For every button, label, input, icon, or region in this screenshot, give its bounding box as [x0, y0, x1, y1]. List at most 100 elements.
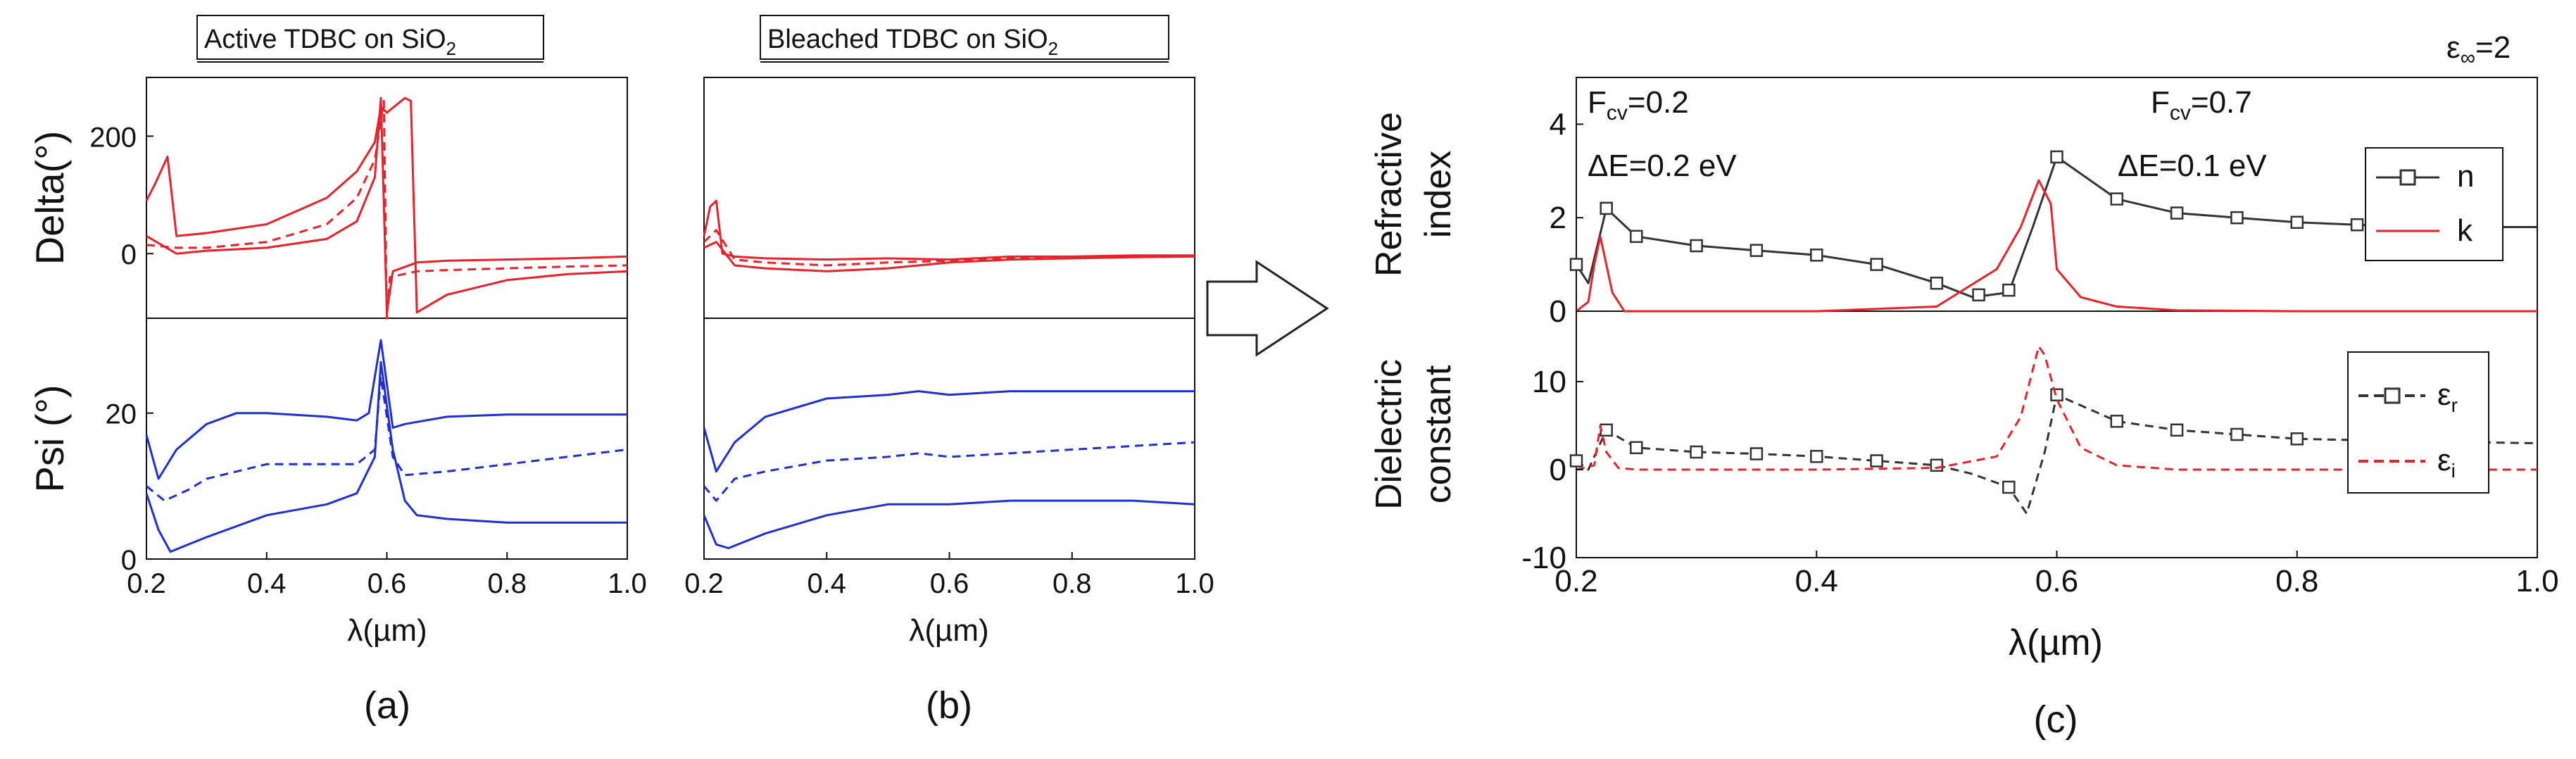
panel-c-eps-eps_r-marker	[2002, 480, 2016, 494]
panel-c-n-n-marker	[1870, 258, 1883, 271]
panel-c-n-ytick-label: 2	[1550, 201, 1566, 235]
panel-a-xtick-label: 0.2	[127, 568, 166, 599]
panel-a-title: Active TDBC on SiO2	[204, 25, 456, 59]
panel-c-n-ylabel-line2: index	[1418, 151, 1459, 238]
legend-eps-r-label: εr	[2437, 377, 2458, 416]
panel-b: Bleached TDBC on SiO2 0.2 0.4 0.6 0.8 1.0 λ(…	[684, 15, 1214, 727]
panel-c-n-n-marker	[2002, 283, 2016, 297]
legend-n-label: n	[2457, 159, 2474, 194]
panel-c-eps-eps_r-marker	[1810, 450, 1823, 463]
panel-b-ticks: 0.2 0.4 0.6 0.8 1.0	[684, 552, 1214, 599]
panel-c-eps-eps_r-marker	[1930, 458, 1944, 472]
panel-c-n-ylabel-line1: Refractive	[1369, 112, 1409, 277]
panel-a-psi-psi-upper-line	[145, 339, 627, 480]
panel-c-eps-eps_r-marker	[2230, 427, 2244, 441]
panel-c-eps-ytick-label: 10	[1532, 365, 1566, 399]
panel-c-n-ytick-label: 0	[1550, 294, 1566, 329]
panel-a-xtick-label: 0.4	[247, 568, 287, 599]
panel-c-n-n-marker	[2350, 218, 2364, 232]
panel-c-n-n-marker	[1749, 244, 1764, 257]
panel-a-delta-delta-lower-line	[146, 96, 628, 314]
panel-a: Active TDBC on SiO2 0.2 0.4 0.6 0.8 1.002000…	[27, 15, 647, 727]
panel-c-annotation-1-F: Fcv=0.2	[1588, 85, 1689, 125]
legend-eps-r-marker	[2384, 387, 2401, 404]
panel-c: ε∞=2 0.2 0.4 0.6 0.8 1.0 0 2 4 -10 0 10 Fcv=0.2 ΔE…	[1369, 30, 2559, 741]
panel-a-xtick-label: 0.6	[367, 568, 407, 599]
panel-b-xtick-label: 1.0	[1175, 568, 1214, 599]
panel-b-psi-psi-upper-line	[703, 390, 1195, 473]
panel-a-xtick-label: 0.8	[487, 568, 527, 599]
panel-b-title-box	[760, 15, 1169, 60]
panel-c-xtick-label: 0.6	[2035, 564, 2078, 598]
panel-c-n-n-marker	[1630, 230, 1643, 244]
panel-c-n-n-marker	[1569, 258, 1583, 271]
panel-c-xtick-label: 0.4	[1795, 564, 1838, 598]
panel-c-legend-bottom: εr εi	[2347, 351, 2489, 494]
panel-c-xtick-label: 0.2	[1554, 564, 1597, 598]
panel-c-annotation-2-F: Fcv=0.7	[2151, 85, 2252, 125]
panel-a-ticks: 0.2 0.4 0.6 0.8 1.0 0 200 0 20	[89, 122, 647, 599]
panel-a-psi-ytick-label: 20	[106, 399, 137, 430]
panel-c-eps-eps_r-marker	[2110, 415, 2124, 428]
panel-c-ticks: 0.2 0.4 0.6 0.8 1.0 0 2 4 -10 0 10	[1521, 107, 2558, 598]
panel-c-eps-series	[1569, 345, 2538, 515]
panel-a-delta-series	[145, 96, 628, 320]
panel-c-n-n-marker	[1600, 201, 1613, 215]
panel-c-n-ytick-label: 4	[1550, 107, 1566, 142]
legend-k-label: k	[2457, 213, 2473, 248]
panel-b-psi-frame	[703, 318, 1195, 560]
panel-c-n-n-marker	[2230, 211, 2244, 225]
panel-c-n-n-line	[1575, 156, 2537, 299]
panel-c-n-n-marker	[1972, 288, 1985, 302]
panel-c-n-n-marker	[2290, 215, 2304, 230]
panel-c-eps-eps_r-marker	[1600, 423, 1613, 437]
panel-c-eps-ylabel-line1: Dielectric	[1369, 359, 1409, 510]
panel-c-xtick-label: 1.0	[2515, 564, 2558, 598]
panel-a-psi-psi-mid-line	[146, 375, 628, 502]
panel-a-delta-ytick-label: 200	[89, 122, 137, 153]
panel-a-delta-ytick-label: 0	[121, 239, 137, 270]
panel-c-eps-eps_r-marker	[1630, 441, 1643, 455]
panel-a-psi-ylabel: Psi (°)	[27, 384, 72, 492]
panel-a-xtick-label: 1.0	[608, 568, 647, 599]
panel-c-eps-eps_r-marker	[2050, 388, 2063, 402]
panel-b-delta-series	[703, 199, 1195, 272]
panel-c-legend-top: n k	[2365, 147, 2503, 261]
panel-b-delta-frame	[703, 77, 1195, 319]
panel-a-title-box	[196, 15, 544, 60]
panel-c-annotation-1-dE: ΔE=0.2 eV	[1588, 149, 1737, 183]
panel-a-psi-ytick-label: 0	[121, 545, 137, 576]
panel-b-psi-psi-lower-line	[703, 499, 1195, 549]
panel-b-xtick-label: 0.4	[807, 568, 846, 599]
legend-n-marker	[2399, 169, 2416, 186]
panel-c-n-k-line	[1576, 179, 2537, 313]
panel-c-annotation-2-dE: ΔE=0.1 eV	[2118, 149, 2267, 183]
panel-c-eps-ylabel-line2: constant	[1418, 365, 1459, 503]
panel-c-n-n-marker	[1930, 276, 1944, 290]
panel-c-eps-eps_r-line	[1576, 394, 2538, 515]
panel-b-xtick-label: 0.8	[1053, 568, 1092, 599]
panel-b-delta-delta-lower-line	[703, 241, 1195, 272]
panel-a-delta-ylabel: Delta(°)	[27, 131, 72, 265]
panel-a-xlabel: λ(µm)	[347, 613, 427, 648]
panel-c-eps-eps_r-marker	[1749, 447, 1764, 460]
panel-c-label: (c)	[2034, 698, 2078, 741]
panel-a-delta-delta-mid-line	[146, 99, 628, 320]
right-arrow-icon	[1206, 260, 1329, 357]
panel-a-psi-series	[145, 339, 628, 553]
panel-c-n-n-marker	[2110, 192, 2124, 206]
panel-c-eps-eps_r-marker	[1870, 454, 1883, 468]
panel-c-n-n-marker	[1810, 249, 1823, 262]
panel-b-xlabel: λ(µm)	[909, 613, 988, 648]
panel-c-n-n-marker	[1690, 239, 1703, 253]
panel-b-xtick-label: 0.2	[684, 568, 724, 599]
panel-c-eps-eps_r-marker	[1690, 445, 1703, 459]
legend-eps-i-label: εi	[2437, 443, 2456, 482]
panel-c-eps-eps_i-line	[1576, 345, 2537, 471]
panel-c-eps-eps_r-marker	[2290, 432, 2304, 446]
panel-b-delta-delta-upper-line	[703, 199, 1195, 261]
panel-c-eps-inf: ε∞=2	[2446, 30, 2511, 70]
panel-b-label: (b)	[926, 684, 972, 727]
panel-b-psi-psi-mid-line	[703, 441, 1195, 502]
panel-c-n-n-marker	[2050, 150, 2063, 164]
